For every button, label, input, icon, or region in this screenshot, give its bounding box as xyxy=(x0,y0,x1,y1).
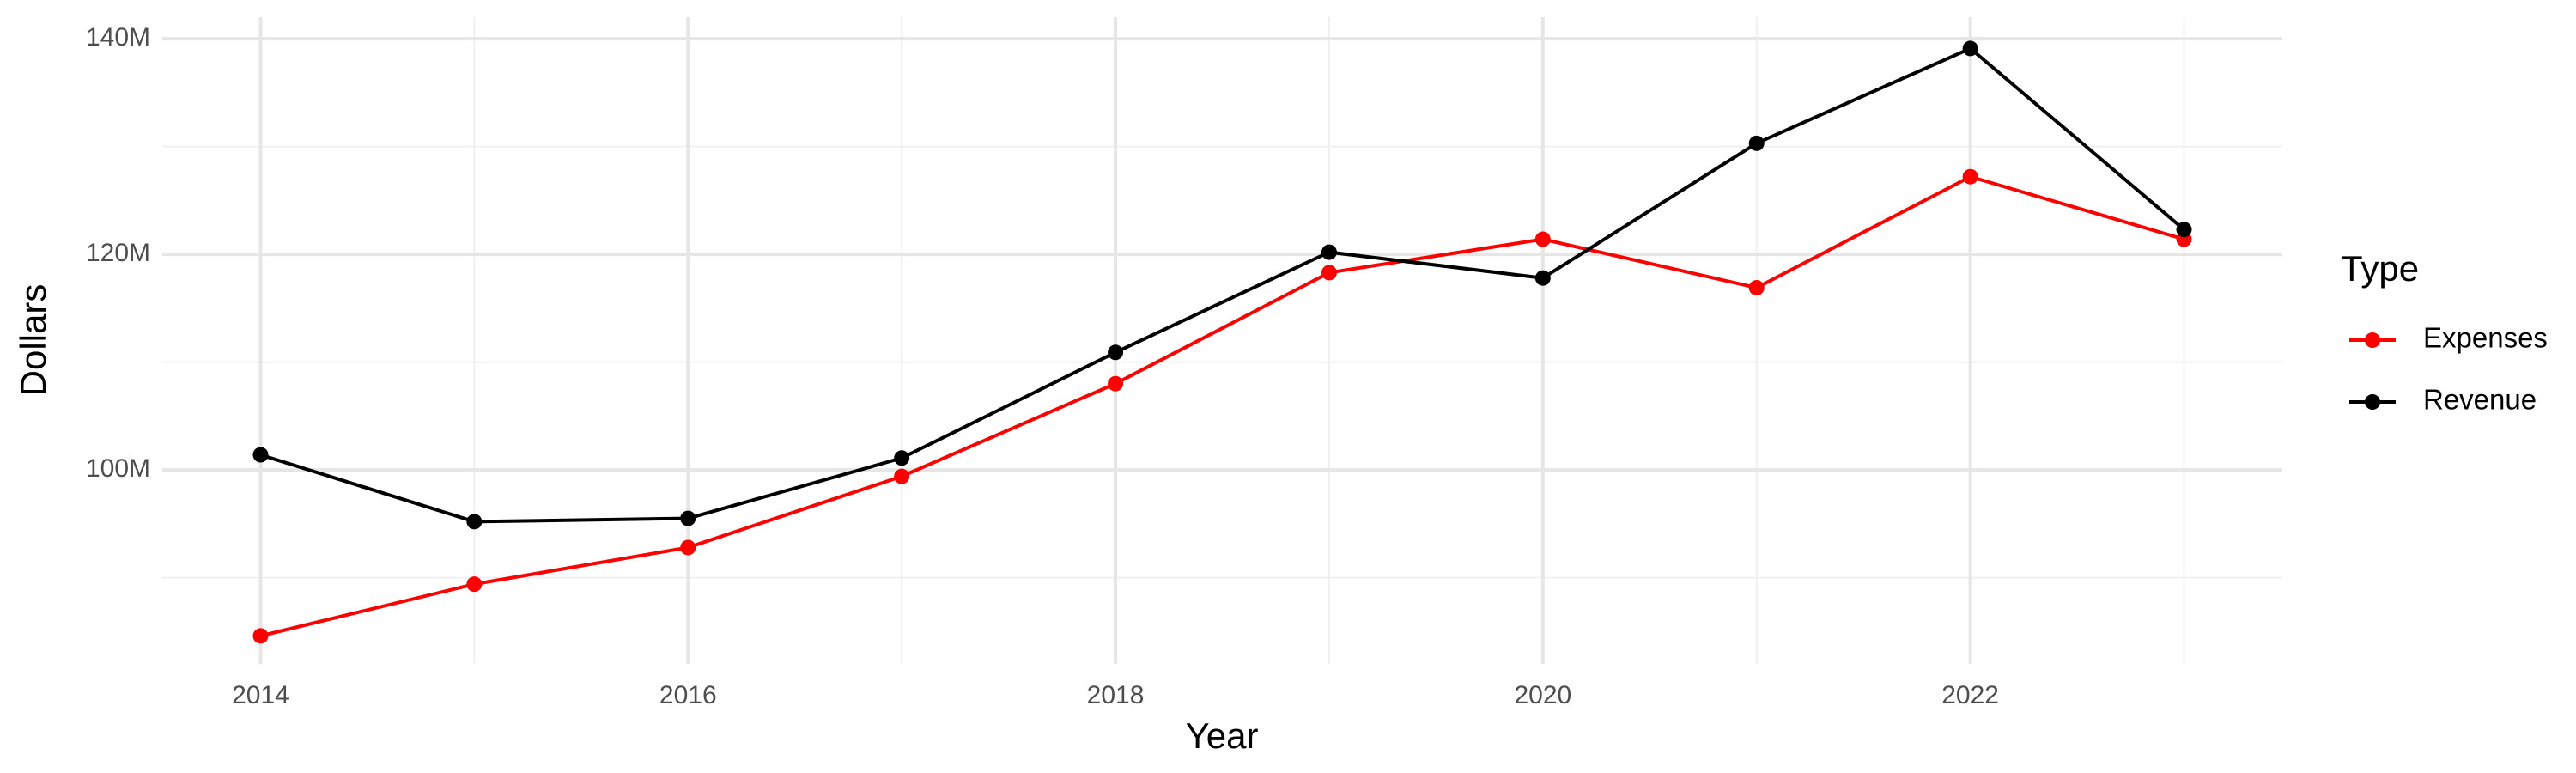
x-tick-label: 2022 xyxy=(1941,681,1999,709)
x-tick-label: 2016 xyxy=(659,681,717,709)
legend-key-point xyxy=(2365,332,2380,348)
data-point xyxy=(466,514,483,530)
y-tick-label: 140M xyxy=(86,23,150,52)
y-axis-title: Dollars xyxy=(13,284,53,397)
data-point xyxy=(1748,135,1765,151)
legend-title: Type xyxy=(2341,248,2419,289)
data-point xyxy=(894,450,910,466)
y-tick-label: 120M xyxy=(86,239,150,267)
data-point xyxy=(1321,244,1337,260)
data-point xyxy=(466,576,483,593)
data-point xyxy=(1962,168,1978,185)
series-line xyxy=(260,174,2185,638)
data-point xyxy=(1962,40,1978,57)
series-line xyxy=(259,46,2185,524)
x-tick-label: 2018 xyxy=(1087,681,1145,709)
data-point xyxy=(2176,222,2192,238)
data-point xyxy=(680,539,696,556)
data-point xyxy=(1534,270,1551,286)
x-tick-label: 2014 xyxy=(232,681,289,709)
data-point xyxy=(252,447,269,463)
data-point xyxy=(252,628,269,644)
data-point xyxy=(1534,231,1551,247)
legend-label: Revenue xyxy=(2423,384,2537,416)
y-tick-label: 100M xyxy=(86,454,150,483)
data-point xyxy=(1321,265,1337,281)
data-point xyxy=(1748,280,1765,296)
data-point xyxy=(894,468,910,484)
data-point xyxy=(1108,375,1124,392)
x-axis-title: Year xyxy=(1186,715,1259,756)
legend-label: Expenses xyxy=(2423,322,2548,354)
x-tick-label: 2020 xyxy=(1514,681,1571,709)
data-point xyxy=(1108,344,1124,361)
legend-key-point xyxy=(2365,394,2380,410)
data-point xyxy=(680,510,696,526)
